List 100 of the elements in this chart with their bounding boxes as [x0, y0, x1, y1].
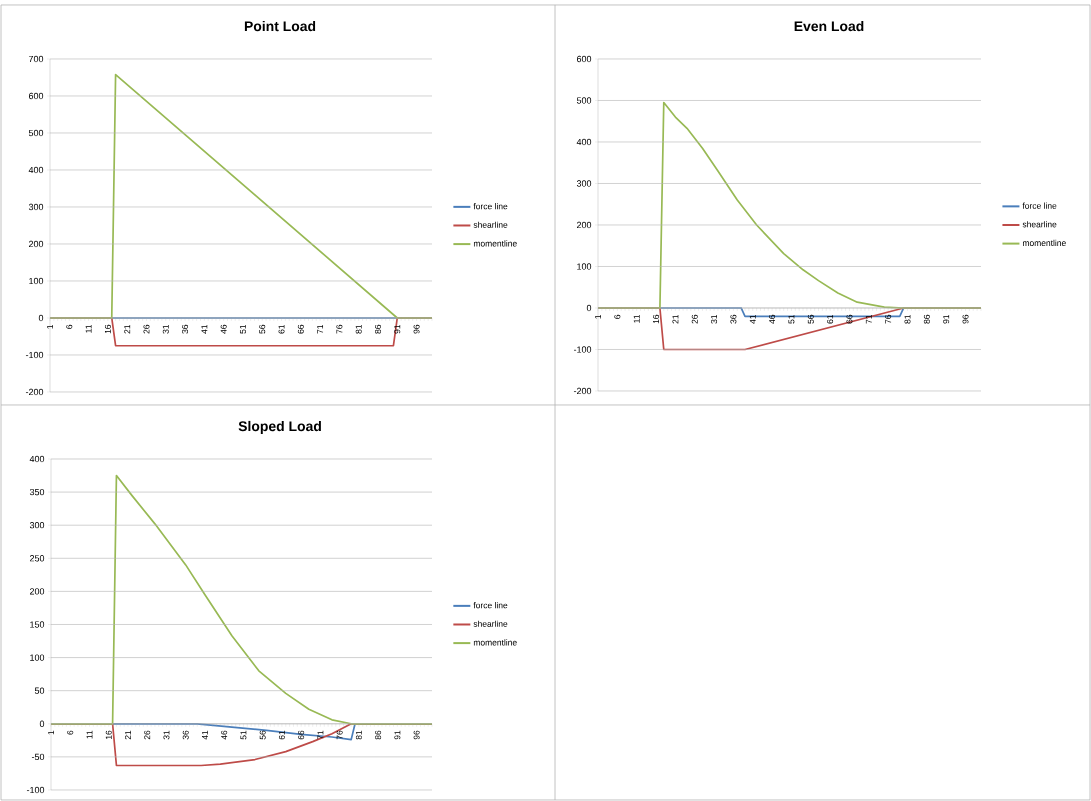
- y-tick-label: 300: [28, 203, 44, 211]
- x-tick-label: 86: [923, 314, 930, 324]
- legend-label: shearline: [1022, 221, 1057, 228]
- x-tick-label: 76: [336, 324, 343, 334]
- y-tick-label: 100: [577, 263, 592, 270]
- x-tick-label: 41: [749, 314, 756, 324]
- y-tick-label: 400: [29, 455, 45, 463]
- x-tick-label: 56: [259, 324, 266, 334]
- x-tick-label: 96: [413, 324, 420, 334]
- x-tick-label: 91: [943, 314, 950, 324]
- x-tick-label: 66: [297, 324, 304, 334]
- y-tick-label: -100: [25, 351, 44, 359]
- x-tick-label: 11: [86, 730, 93, 739]
- y-tick-label: 200: [576, 221, 592, 229]
- y-tick-label: 150: [30, 621, 45, 628]
- chart-title: Sloped Load: [238, 420, 321, 434]
- x-tick-label: 31: [163, 730, 170, 740]
- legend-label: momentline: [473, 639, 517, 646]
- x-tick-label: 16: [105, 730, 112, 740]
- chart-title: Point Load: [244, 20, 316, 32]
- x-tick-label: 26: [143, 324, 150, 334]
- y-tick-label: 300: [29, 522, 45, 529]
- x-tick-label: 81: [355, 730, 362, 740]
- y-tick-label: 400: [28, 166, 44, 174]
- y-tick-label: 300: [576, 180, 592, 187]
- legend-label: force line: [473, 203, 508, 210]
- y-tick-label: -200: [25, 388, 44, 396]
- x-tick-label: 76: [885, 314, 892, 324]
- x-tick-label: 1: [47, 324, 53, 329]
- x-tick-label: 71: [317, 324, 324, 334]
- x-tick-label: 76: [336, 730, 343, 740]
- x-tick-label: 11: [633, 314, 640, 323]
- x-tick-label: 71: [865, 314, 872, 324]
- y-tick-label: 250: [29, 555, 45, 562]
- x-tick-label: 31: [162, 324, 169, 334]
- x-tick-label: 96: [413, 730, 420, 740]
- legend-label: momentline: [1022, 239, 1066, 246]
- x-tick-label: 36: [182, 730, 189, 740]
- x-tick-label: 66: [846, 314, 853, 324]
- x-tick-label: 6: [67, 730, 74, 735]
- x-tick-label: 86: [374, 324, 381, 334]
- legend-label: force line: [1022, 202, 1057, 209]
- x-tick-label: 1: [595, 314, 601, 319]
- y-tick-label: 700: [28, 55, 44, 63]
- x-tick-label: 81: [904, 314, 911, 324]
- x-tick-label: 46: [769, 314, 776, 324]
- legend-label: shearline: [473, 221, 508, 228]
- x-tick-label: 61: [278, 324, 285, 334]
- y-tick-label: 100: [30, 654, 45, 661]
- y-tick-label: 200: [28, 240, 44, 248]
- x-tick-label: 56: [259, 730, 266, 740]
- x-tick-label: 46: [220, 324, 227, 334]
- line-series: [51, 474, 433, 725]
- x-tick-label: 51: [239, 324, 246, 334]
- x-tick-label: 26: [691, 314, 698, 324]
- x-tick-label: 51: [240, 730, 247, 740]
- y-tick-label: -100: [573, 346, 592, 353]
- x-tick-label: 41: [202, 730, 208, 740]
- legend-label: momentline: [473, 240, 517, 247]
- y-tick-label: 500: [28, 129, 44, 137]
- x-tick-label: 36: [730, 314, 737, 324]
- x-tick-label: 61: [278, 730, 285, 740]
- x-tick-label: 81: [355, 324, 362, 334]
- y-tick-label: 0: [586, 304, 592, 312]
- y-tick-label: 400: [576, 138, 592, 146]
- x-tick-label: 6: [614, 314, 621, 319]
- y-tick-label: 600: [28, 92, 44, 100]
- y-tick-label: 200: [29, 588, 45, 595]
- y-tick-label: 0: [39, 720, 45, 727]
- y-tick-label: 0: [38, 314, 44, 322]
- x-tick-label: 91: [394, 730, 401, 740]
- x-tick-label: 21: [672, 314, 679, 324]
- x-tick-label: 41: [201, 324, 208, 334]
- x-tick-label: 26: [144, 730, 151, 740]
- x-tick-label: 1: [48, 730, 54, 735]
- x-tick-label: 16: [653, 314, 660, 324]
- x-tick-label: 61: [827, 314, 834, 324]
- x-tick-label: 46: [221, 730, 228, 740]
- y-tick-label: 500: [576, 97, 592, 104]
- legend-label: shearline: [473, 620, 508, 627]
- x-tick-label: 86: [375, 730, 382, 740]
- y-tick-label: -100: [26, 786, 45, 794]
- y-tick-label: -50: [31, 753, 45, 761]
- x-tick-label: 66: [298, 730, 305, 740]
- y-tick-label: 50: [34, 687, 45, 694]
- x-tick-label: 31: [711, 314, 718, 324]
- x-tick-label: 71: [317, 730, 324, 740]
- x-tick-label: 91: [394, 324, 401, 334]
- y-tick-label: 600: [576, 55, 592, 63]
- x-tick-label: 56: [807, 314, 814, 324]
- x-tick-label: 11: [85, 324, 92, 333]
- x-tick-label: 21: [124, 324, 131, 334]
- x-tick-label: 6: [66, 324, 73, 329]
- chart-title: Even Load: [794, 20, 864, 32]
- y-tick-label: 100: [29, 277, 44, 285]
- x-tick-label: 21: [125, 730, 131, 740]
- x-tick-label: 16: [104, 324, 111, 334]
- x-tick-label: 96: [962, 314, 969, 324]
- legend-label: force line: [473, 602, 508, 609]
- x-tick-label: 51: [788, 314, 795, 324]
